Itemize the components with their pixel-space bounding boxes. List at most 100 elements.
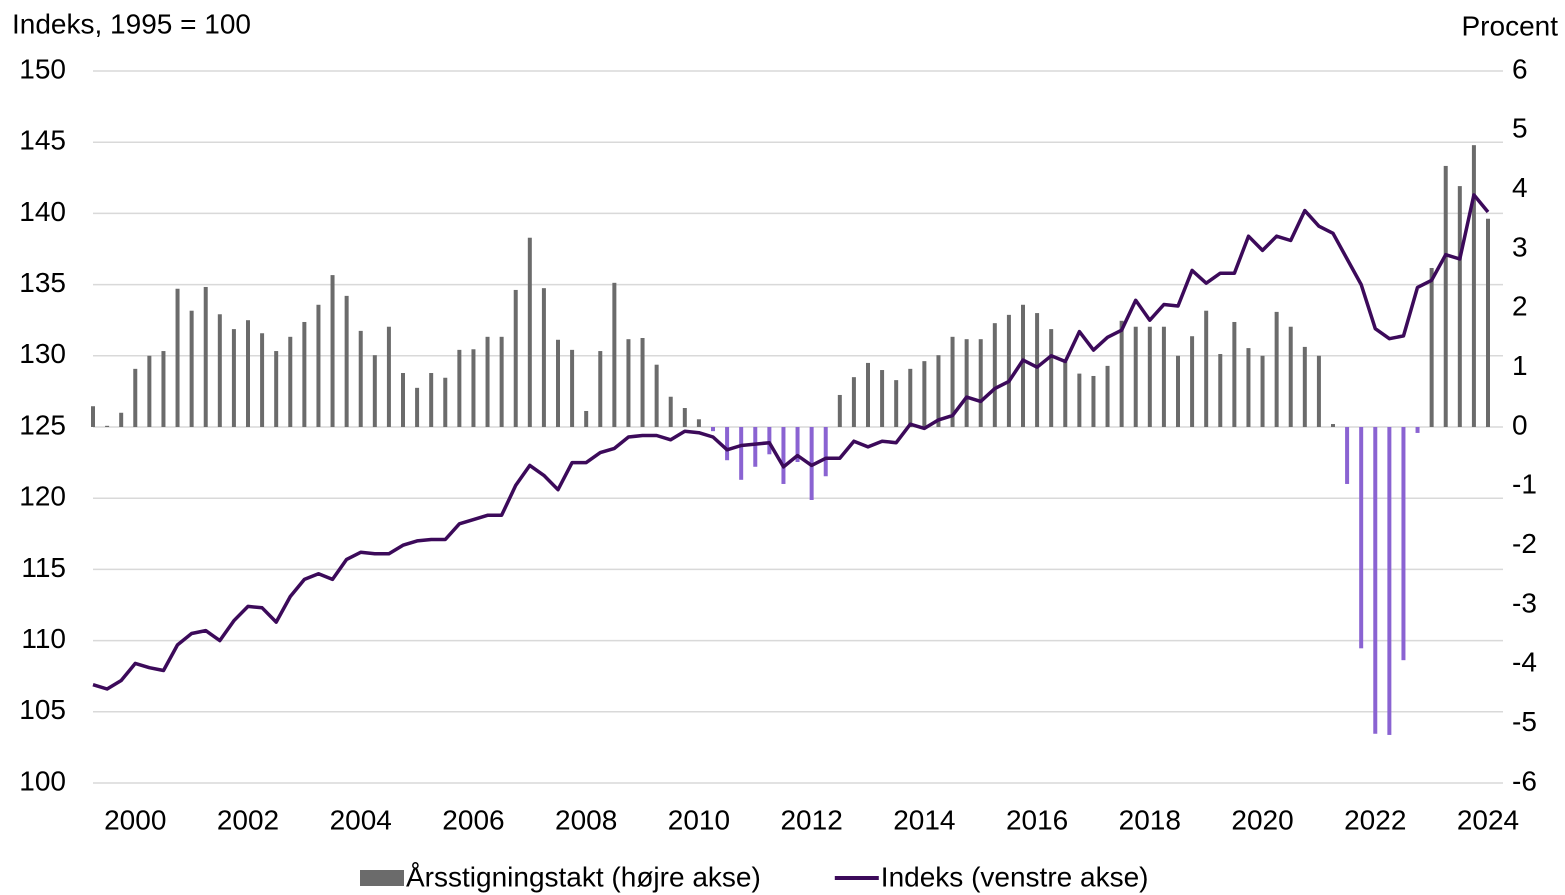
bar (1190, 336, 1195, 427)
legend-label: Årsstigningstakt (højre akse) (406, 861, 761, 892)
bar (485, 336, 490, 427)
bar (443, 377, 448, 427)
bar (288, 336, 293, 427)
bar (1457, 186, 1462, 427)
y2-tick-label: -6 (1512, 765, 1537, 796)
bar (837, 394, 842, 427)
bar (978, 339, 983, 427)
bar (1260, 355, 1265, 427)
bar (964, 339, 969, 427)
bar (161, 351, 166, 427)
bar (330, 275, 335, 427)
bar (274, 351, 279, 427)
bar (1387, 427, 1392, 735)
bar (1471, 145, 1476, 427)
bar (1443, 165, 1448, 427)
bar (1246, 348, 1251, 427)
x-tick-label: 2024 (1457, 804, 1519, 835)
bar (386, 326, 391, 427)
x-tick-label: 2018 (1119, 804, 1181, 835)
x-tick-label: 2002 (217, 804, 279, 835)
y-axis-title: Indeks, 1995 = 100 (12, 8, 251, 39)
bar (767, 427, 772, 455)
bar (570, 349, 575, 427)
bar (739, 427, 744, 480)
x-tick-label: 2000 (104, 804, 166, 835)
bar (541, 288, 546, 427)
x-tick-label: 2014 (893, 804, 955, 835)
y-tick-label: 105 (19, 694, 66, 725)
bar (781, 427, 786, 484)
y-tick-label: 115 (21, 552, 66, 583)
bar (711, 427, 715, 432)
bar (344, 295, 349, 427)
y2-tick-label: -2 (1512, 528, 1537, 559)
bar (936, 355, 941, 427)
y2-tick-label: 2 (1512, 291, 1528, 322)
bar (992, 323, 997, 427)
bar (316, 304, 321, 427)
x-tick-label: 2012 (780, 804, 842, 835)
bar (1119, 320, 1124, 427)
bar (119, 412, 124, 427)
bar (1218, 354, 1223, 427)
bar (1359, 427, 1364, 649)
bar (668, 396, 673, 427)
bar (556, 339, 560, 427)
bar (795, 427, 800, 463)
y2-tick-label: -4 (1512, 647, 1537, 678)
y2-tick-label: 3 (1512, 231, 1528, 262)
y2-tick-label: 5 (1512, 113, 1528, 144)
bar (851, 377, 856, 427)
bar (1049, 329, 1054, 427)
bar (640, 338, 645, 427)
bar (1288, 326, 1293, 427)
y-tick-label: 130 (19, 338, 66, 369)
bar (1331, 424, 1335, 427)
bar (246, 320, 250, 427)
bar (1077, 373, 1082, 427)
bar (1105, 365, 1110, 427)
bar (584, 410, 589, 427)
y-tick-label: 110 (21, 623, 66, 654)
bar (922, 361, 927, 427)
bar (231, 329, 236, 427)
bar (513, 289, 518, 427)
bar (1401, 427, 1406, 661)
bar (203, 286, 208, 427)
bar (105, 425, 110, 427)
y2-tick-label: 4 (1512, 172, 1528, 203)
bar (1415, 427, 1420, 433)
bar (527, 237, 532, 427)
bar (598, 351, 603, 427)
bar (260, 333, 265, 427)
y-tick-label: 150 (19, 53, 66, 84)
bar (1373, 427, 1378, 734)
bar (189, 310, 194, 427)
bar (950, 336, 955, 427)
bar (1035, 313, 1040, 427)
bar (217, 314, 222, 427)
y-tick-label: 135 (19, 267, 66, 298)
legend-label: Indeks (venstre akse) (881, 861, 1149, 892)
y2-tick-label: 6 (1512, 53, 1528, 84)
bar (457, 349, 462, 427)
bar (1161, 326, 1166, 427)
y2-tick-label: -3 (1512, 587, 1537, 618)
bar (696, 419, 701, 427)
bar (1133, 326, 1138, 427)
y2-axis-title: Procent (1462, 10, 1559, 41)
bar (1345, 427, 1350, 484)
y2-tick-label: 1 (1512, 350, 1528, 381)
bar (1021, 304, 1025, 427)
bar (1274, 311, 1279, 427)
x-tick-label: 2016 (1006, 804, 1068, 835)
y-tick-label: 100 (19, 765, 66, 796)
y2-tick-label: 0 (1512, 409, 1528, 440)
y-tick-label: 140 (19, 196, 66, 227)
bar (175, 288, 180, 427)
bar (358, 330, 363, 427)
bar (654, 364, 659, 427)
bar (682, 408, 687, 427)
